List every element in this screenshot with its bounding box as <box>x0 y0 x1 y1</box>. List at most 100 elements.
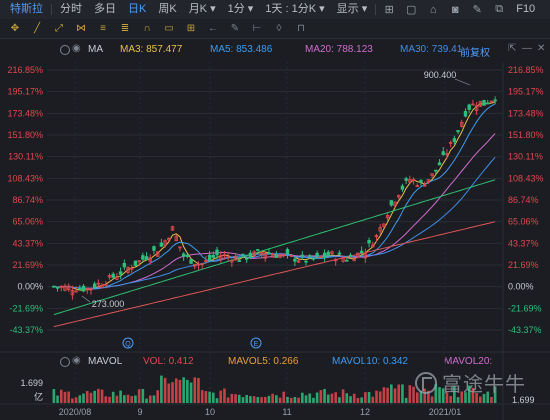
y-tick-right: 43.37% <box>508 238 539 248</box>
event-marker-icon[interactable] <box>250 337 262 349</box>
vol-visibility-eye-icon[interactable]: ◉ <box>72 355 81 366</box>
volume-bar <box>85 390 89 403</box>
collapse-icon[interactable]: ⇱ <box>508 43 517 54</box>
volume-bar <box>78 395 82 403</box>
volume-bar <box>223 388 226 403</box>
candle-body <box>100 284 104 289</box>
y-tick-right: 86.74% <box>508 195 539 205</box>
volume-bar <box>315 392 319 403</box>
crosshair-icon[interactable]: ✥ <box>10 23 20 34</box>
ma-visibility-eye-icon[interactable]: ◉ <box>72 43 81 54</box>
volume-bar <box>126 394 130 403</box>
tab-2[interactable]: 多日 <box>94 3 116 15</box>
candle-body <box>363 252 368 259</box>
candle-body <box>167 237 171 241</box>
tab-5[interactable]: 月K ▾ <box>188 3 216 15</box>
volume-bar <box>423 388 426 403</box>
line-tool-icon[interactable]: ╱ <box>33 23 41 34</box>
arc-tool-icon[interactable]: ∩ <box>143 23 151 34</box>
arrow-tool-icon[interactable]: ← <box>208 23 218 34</box>
volume-bar <box>289 397 293 403</box>
volume-bar <box>408 385 412 403</box>
close-icon[interactable]: ✕ <box>537 43 546 54</box>
volume-bar <box>104 396 108 403</box>
ma5-value: MA5: 853.486 <box>210 44 273 55</box>
mavol20-value: MAVOL20: <box>444 356 493 367</box>
futu-logo-icon <box>415 371 437 394</box>
eraser-tool-icon[interactable]: ◊ <box>276 23 282 34</box>
volume-bar <box>108 396 111 403</box>
candle-body <box>270 254 275 258</box>
magnet-tool-icon[interactable]: ⊓ <box>297 23 305 34</box>
candle-body <box>274 254 279 258</box>
camera-icon[interactable]: ◙ <box>451 3 459 16</box>
candle-body <box>359 250 364 254</box>
ruler-tool-icon[interactable]: ⊢ <box>252 23 262 34</box>
tab-4[interactable]: 周K <box>158 3 177 15</box>
volume-bar <box>493 386 497 403</box>
candle-body <box>489 100 494 103</box>
ray-tool-icon[interactable]: ⤢ <box>55 23 63 34</box>
ma-settings-gear-icon[interactable] <box>60 45 70 55</box>
candle-body <box>155 251 160 257</box>
event-marker-icon[interactable] <box>122 337 134 349</box>
volume-bar <box>453 385 456 403</box>
ma-indicator-name[interactable]: MA <box>88 44 103 55</box>
candle-body <box>126 267 130 273</box>
candle-body <box>152 246 156 251</box>
y-tick-left: 195.17% <box>7 87 43 97</box>
tab-3[interactable]: 日K <box>128 3 147 15</box>
fibonacci-tool-icon[interactable]: ≣ <box>120 23 130 34</box>
tab-1[interactable]: 分时 <box>60 3 82 15</box>
pencil-icon[interactable]: ✎ <box>472 4 482 16</box>
candle-body <box>319 256 323 259</box>
candle-body <box>70 289 75 296</box>
ma5-line <box>53 103 496 290</box>
brush-tool-icon[interactable]: ✎ <box>230 23 240 34</box>
y-tick-left: 0.00% <box>17 282 43 292</box>
volume-bar <box>293 397 297 403</box>
tab-8[interactable]: 显示 ▾ <box>336 3 368 15</box>
volume-bar <box>89 392 93 403</box>
tab-0[interactable]: 特斯拉 <box>10 3 43 15</box>
volume-bar <box>212 392 215 403</box>
adjust-mode-button[interactable]: 前复权 <box>460 48 490 59</box>
candle-body <box>411 179 416 181</box>
copy-icon[interactable]: ⧉ <box>495 3 504 15</box>
vol-value: VOL: 0.412 <box>143 356 194 367</box>
candle-body <box>400 185 405 190</box>
candle-body <box>341 257 345 262</box>
tab-6[interactable]: 1分 ▾ <box>227 3 254 15</box>
vol-settings-gear-icon[interactable] <box>60 357 70 367</box>
volume-bar <box>226 397 230 403</box>
candle-body <box>170 226 175 231</box>
x-tick-label: 10 <box>205 407 215 417</box>
rectangle-view-icon[interactable]: ▢ <box>406 4 417 16</box>
minus-icon[interactable]: — <box>522 43 532 54</box>
f10-button[interactable]: F10 <box>516 3 536 15</box>
polyline-tool-icon[interactable]: ⋈ <box>76 23 86 34</box>
tab-7[interactable]: 1天 : 1分K ▾ <box>265 3 325 15</box>
lock-icon[interactable]: ⌂ <box>429 3 437 16</box>
volume-bar <box>375 390 378 403</box>
candle-body <box>445 153 449 156</box>
volume-bar <box>204 391 208 403</box>
volume-bar <box>415 392 419 403</box>
text-tool-icon[interactable]: ⊞ <box>186 23 196 34</box>
candle-body <box>471 103 475 106</box>
candle-body <box>159 242 164 247</box>
mavol-indicator-name[interactable]: MAVOL <box>88 356 123 367</box>
volume-bar <box>304 395 308 403</box>
candle-body <box>141 255 145 260</box>
volume-bar <box>82 393 85 403</box>
rectangle-tool-icon[interactable]: ▭ <box>164 23 174 34</box>
y-tick-left: 216.85% <box>7 65 43 75</box>
volume-bar <box>241 397 245 403</box>
grid-view-icon[interactable]: ⊞ <box>384 4 394 16</box>
volume-bar <box>404 397 408 403</box>
volume-bar <box>490 396 493 403</box>
volume-bar <box>197 377 200 403</box>
y-tick-left: 130.11% <box>8 152 43 162</box>
parallel-tool-icon[interactable]: ≡ <box>100 23 106 34</box>
